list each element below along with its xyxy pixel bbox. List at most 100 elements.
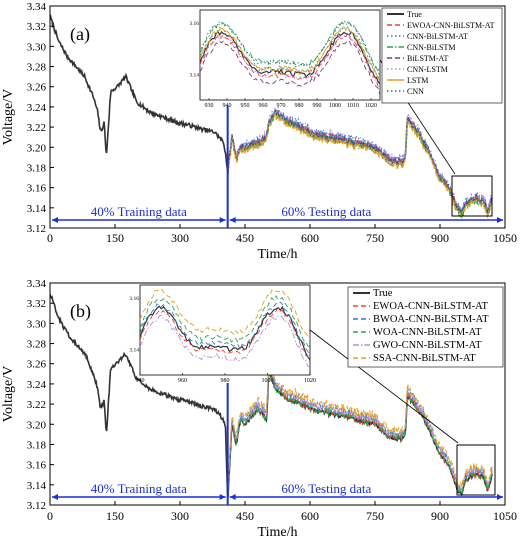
inset-series-line-6: [200, 25, 380, 80]
y-tick-label: 3.12: [27, 223, 46, 235]
inset-series-line-1: [140, 307, 310, 364]
x-tick-label: 750: [366, 509, 384, 523]
y-axis-label: Voltage/V: [1, 89, 16, 146]
y-tick-label: 3.18: [27, 162, 47, 174]
y-tick-label: 3.34: [27, 1, 47, 13]
inset-x-tick-label: 960: [259, 103, 268, 109]
legend-label: WOA-CNN-BiLSTM-AT: [373, 327, 482, 338]
inset-series-line-0: [140, 305, 310, 360]
y-tick-label: 3.16: [27, 183, 47, 195]
inset-series-line-5: [200, 32, 380, 85]
x-tick-label: 900: [431, 509, 449, 523]
series-line-2: [227, 107, 493, 214]
inset-series-line-5: [140, 288, 310, 340]
x-tick-label: 450: [236, 231, 254, 245]
legend-label: GWO-CNN-BiLSTM-AT: [373, 340, 482, 351]
inset-frame: [199, 9, 381, 101]
legend-label: True: [373, 288, 393, 299]
y-tick-label: 3.14: [27, 203, 47, 215]
y-tick-label: 3.16: [27, 460, 47, 472]
legend-label: CNN-LSTM: [407, 65, 448, 74]
x-tick-label: 0: [47, 509, 53, 523]
legend-label: SSA-CNN-BiLSTM-AT: [373, 353, 476, 364]
testing-annotation: 60% Testing data: [281, 204, 371, 219]
inset-x-tick-label: 1000: [262, 378, 274, 384]
inset-plot: 930 940 950 960 970 980 990 1000 1010 1020 3.14 3.1…: [189, 9, 381, 109]
y-tick-label: 3.22: [27, 399, 46, 411]
x-tick-label: 900: [431, 231, 449, 245]
y-tick-label: 3.32: [27, 21, 46, 33]
series-line-7: [227, 109, 493, 215]
inset-series-line-1: [200, 33, 380, 88]
zoom-arrow: [309, 329, 459, 444]
legend-label: True: [407, 10, 422, 19]
y-tick-label: 3.14: [27, 480, 47, 492]
series-line-4: [227, 362, 493, 491]
legend: True EWOA-CNN-BiLSTM-AT BWOA-CNN-BiLSTM-AT…: [347, 286, 504, 368]
x-tick-label: 150: [106, 509, 124, 523]
y-tick-label: 3.20: [27, 419, 47, 431]
inset-x-tick-label: 970: [277, 103, 286, 109]
y-tick-label: 3.12: [27, 500, 46, 512]
inset-series-line-3: [140, 295, 310, 347]
inset-y-tick-label: 3.14: [129, 347, 139, 353]
y-tick-label: 3.28: [27, 62, 47, 74]
y-tick-label: 3.30: [27, 318, 47, 330]
testing-annotation: 60% Testing data: [281, 481, 371, 496]
legend-label: CNN-BiLSTM-AT: [407, 32, 468, 41]
inset-series-line-7: [200, 20, 380, 73]
y-tick-label: 3.20: [27, 142, 47, 154]
inset-series-line-4: [140, 314, 310, 368]
series-line-6: [227, 111, 493, 218]
y-axis-label: Voltage/V: [1, 366, 16, 423]
x-tick-label: 0: [47, 231, 53, 245]
y-tick-label: 3.32: [27, 298, 46, 310]
x-tick-label: 600: [301, 509, 319, 523]
training-annotation: 40% Training data: [91, 204, 187, 219]
inset-series-line-2: [140, 301, 310, 358]
legend-label: CNN: [407, 87, 424, 96]
inset-y-tick-label: 3.14: [189, 72, 199, 78]
legend-label: BWOA-CNN-BiLSTM-AT: [373, 314, 489, 325]
y-tick-label: 3.26: [27, 359, 47, 371]
inset-x-tick-label: 1000: [329, 103, 341, 109]
inset-x-tick-label: 1020: [365, 103, 377, 109]
inset-x-tick-label: 960: [178, 378, 187, 384]
legend-frame: [381, 7, 503, 104]
series-line-3: [227, 367, 493, 495]
legend-label: CNN-BiLSTM: [407, 43, 455, 52]
y-tick-label: 3.24: [27, 379, 47, 391]
inset-x-tick-label: 980: [221, 378, 230, 384]
legend: True EWOA-CNN-BiLSTM-AT CNN-BiLSTM-AT CNN-B…: [381, 7, 503, 104]
zoom-box: [456, 444, 496, 496]
inset-y-tick-label: 3.16: [189, 21, 199, 27]
legend-label: BiLSTM-AT: [407, 54, 448, 63]
y-tick-label: 3.24: [27, 102, 47, 114]
inset-x-tick-label: 930: [205, 103, 214, 109]
x-tick-label: 150: [106, 231, 124, 245]
panel-a: 0 150 300 450 600 750 900 1050 3.12 3.14 3.16 3.18 3…: [1, 1, 517, 262]
x-axis-label: Time/h: [258, 247, 298, 262]
plot-frame: [49, 5, 506, 229]
training-annotation: 40% Training data: [91, 481, 187, 496]
y-tick-label: 3.28: [27, 339, 47, 351]
x-axis-label: Time/h: [258, 525, 298, 540]
inset-frame: [139, 284, 311, 376]
legend-label: EWOA-CNN-BiLSTM-AT: [407, 21, 495, 30]
y-tick-label: 3.26: [27, 82, 47, 94]
panel-label: (a): [70, 24, 90, 45]
x-tick-label: 1050: [493, 509, 517, 523]
y-tick-label: 3.18: [27, 439, 47, 451]
inset-x-tick-label: 950: [241, 103, 250, 109]
series-line-5: [227, 107, 493, 212]
legend-label: EWOA-CNN-BiLSTM-AT: [373, 301, 488, 312]
panel-label: (b): [70, 301, 91, 322]
inset-series-line-4: [200, 40, 380, 96]
x-tick-label: 300: [171, 509, 189, 523]
y-tick-label: 3.30: [27, 41, 47, 53]
x-tick-label: 750: [366, 231, 384, 245]
panel-b: 0 150 300 450 600 750 900 1050 3.12 3.14 3.16 3.18 3…: [1, 278, 517, 540]
x-tick-label: 450: [236, 509, 254, 523]
zoom-box: [451, 175, 493, 217]
